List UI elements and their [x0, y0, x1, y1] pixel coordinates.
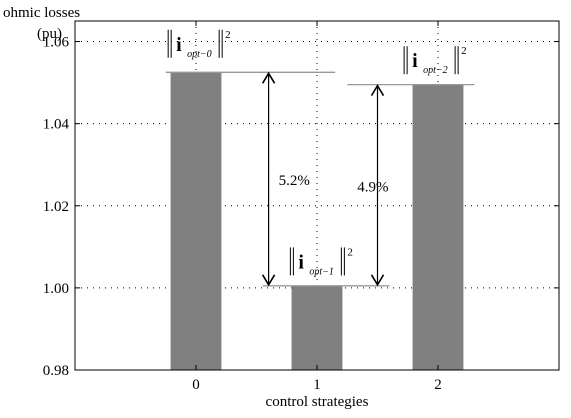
norm-symbol: i	[298, 251, 304, 273]
percent-label: 5.2%	[279, 173, 310, 189]
y-tick-label: 0.98	[43, 363, 69, 379]
bar-2	[412, 84, 464, 370]
norm-subscript: opt−2	[423, 65, 448, 76]
norm-subscript: opt−1	[309, 266, 334, 277]
y-tick-label: 1.00	[43, 281, 69, 297]
norm-superscript: 2	[225, 29, 231, 41]
x-tick-label: 1	[313, 377, 321, 393]
x-axis-title: control strategies	[266, 394, 369, 410]
x-tick-label: 2	[434, 377, 442, 393]
y-tick-label: 1.04	[43, 117, 70, 133]
arrow-head-down	[370, 274, 385, 287]
bars	[170, 72, 464, 370]
norm-superscript: 2	[461, 45, 467, 57]
arrow-head-up	[261, 71, 276, 84]
x-tick-label: 0	[192, 377, 200, 393]
arrow-head-up	[370, 84, 385, 97]
norm-symbol: i	[412, 50, 418, 72]
arrow-head-down	[261, 274, 276, 287]
norm-subscript: opt−0	[187, 49, 212, 60]
norm-superscript: 2	[347, 246, 353, 258]
y-tick-label: 1.02	[43, 199, 69, 215]
y-axis-unit: (pu)	[37, 26, 62, 42]
percent-label: 4.9%	[357, 179, 388, 195]
annotations: 5.2% 4.9%	[261, 71, 389, 287]
bar-label-2: i opt−2 2	[403, 45, 467, 76]
bar-label-1: i opt−1 2	[289, 246, 353, 277]
bar-0	[170, 72, 222, 370]
bar-1	[291, 285, 343, 370]
y-axis-title: ohmic losses	[3, 5, 80, 21]
ticks: 0.98 1.00 1.02 1.04 1.06 0 1 2	[43, 21, 559, 393]
reference-lines	[165, 71, 475, 287]
bar-labels: i opt−0 2 i opt−1 2 i opt−2 2	[167, 29, 467, 277]
y-tick-label: 1.06	[43, 35, 70, 51]
bar-label-0: i opt−0 2	[167, 29, 231, 60]
norm-symbol: i	[176, 34, 182, 56]
